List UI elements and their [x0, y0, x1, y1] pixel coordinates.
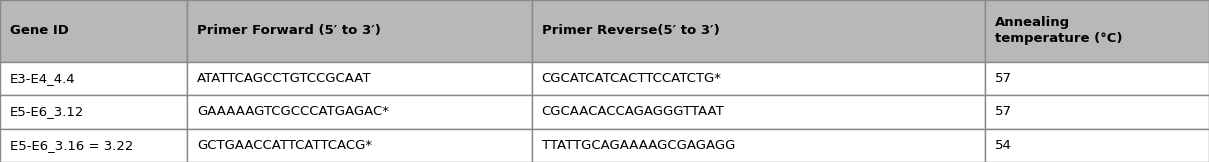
Bar — [0, 95, 187, 128]
Text: 57: 57 — [995, 105, 1012, 118]
Text: E3-E4_4.4: E3-E4_4.4 — [10, 72, 75, 85]
Bar — [532, 128, 985, 162]
Text: E5-E6_3.12: E5-E6_3.12 — [10, 105, 85, 118]
Bar — [187, 0, 532, 62]
Bar — [985, 128, 1209, 162]
Bar — [187, 95, 532, 128]
Text: Primer Forward (5′ to 3′): Primer Forward (5′ to 3′) — [197, 24, 381, 37]
Text: CGCAACACCAGAGGGTTAAT: CGCAACACCAGAGGGTTAAT — [542, 105, 724, 118]
Bar — [532, 95, 985, 128]
Text: Gene ID: Gene ID — [10, 24, 69, 37]
Bar — [187, 128, 532, 162]
Text: GAAAAAGTCGCCCATGAGAC*: GAAAAAGTCGCCCATGAGAC* — [197, 105, 389, 118]
Bar — [0, 62, 187, 95]
Bar — [532, 0, 985, 62]
Text: Annealing
temperature (°C): Annealing temperature (°C) — [995, 16, 1122, 45]
Text: 57: 57 — [995, 72, 1012, 85]
Text: Primer Reverse(5′ to 3′): Primer Reverse(5′ to 3′) — [542, 24, 719, 37]
Bar — [187, 62, 532, 95]
Text: CGCATCATCACTTCCATCTG*: CGCATCATCACTTCCATCTG* — [542, 72, 722, 85]
Text: 54: 54 — [995, 139, 1012, 152]
Text: E5-E6_3.16 = 3.22: E5-E6_3.16 = 3.22 — [10, 139, 133, 152]
Bar — [985, 62, 1209, 95]
Bar — [0, 128, 187, 162]
Bar — [0, 0, 187, 62]
Text: ATATTCAGCCTGTCCGCAAT: ATATTCAGCCTGTCCGCAAT — [197, 72, 371, 85]
Text: TTATTGCAGAAAAGCGAGAGG: TTATTGCAGAAAAGCGAGAGG — [542, 139, 735, 152]
Bar — [985, 95, 1209, 128]
Bar — [985, 0, 1209, 62]
Bar — [532, 62, 985, 95]
Text: GCTGAACCATTCATTCACG*: GCTGAACCATTCATTCACG* — [197, 139, 372, 152]
